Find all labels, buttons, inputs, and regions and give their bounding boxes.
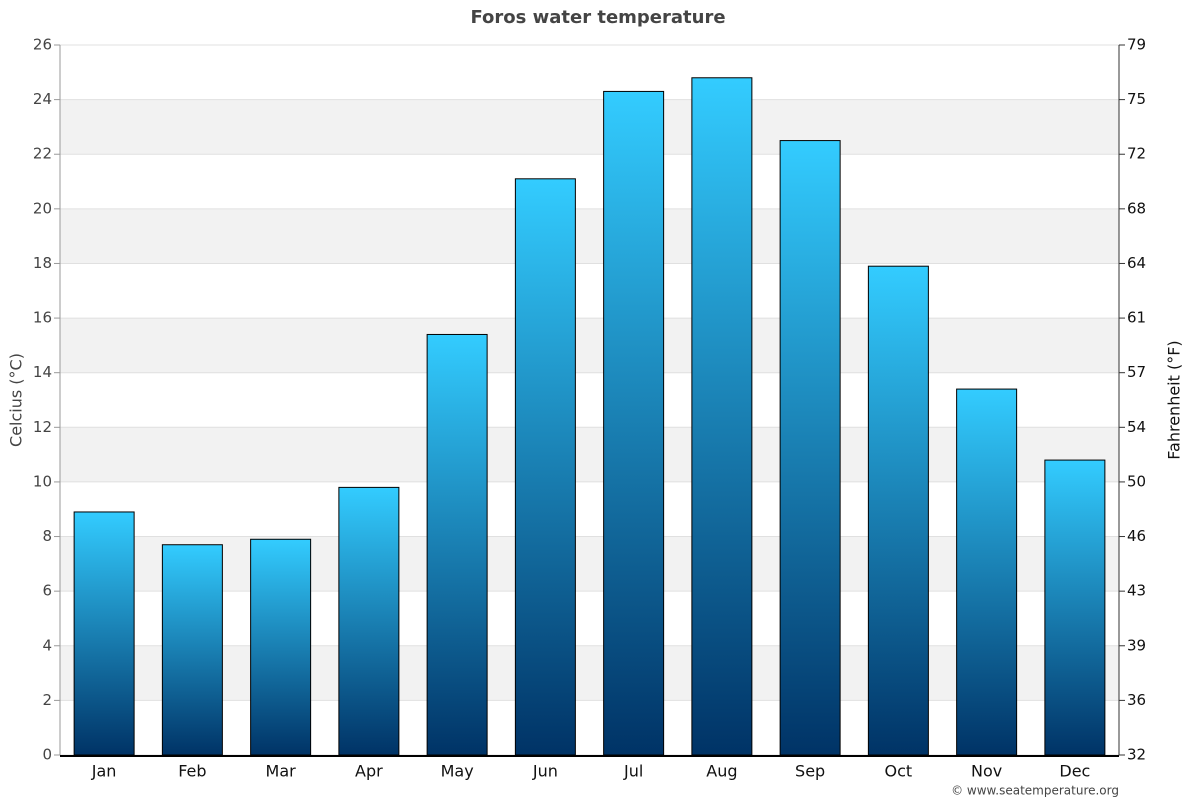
grid-band [60,536,1119,592]
grid-band [60,427,1119,482]
grid-bands [60,99,1119,701]
grid-band [60,99,1119,155]
grid-band [60,318,1119,373]
y2-tick-label: 79 [1127,36,1146,54]
bar [603,90,665,756]
x-tick-label: Jun [532,762,558,781]
bar [779,140,841,756]
bar [161,544,223,756]
y2-tick-label: 68 [1127,199,1146,217]
bar [867,265,929,756]
y-tick-label: 12 [33,418,52,436]
x-tick-label: Apr [355,762,383,781]
x-tick-label: Sep [795,762,825,781]
y-tick-label: 22 [33,145,52,163]
x-tick-label: Aug [706,762,737,781]
y-tick-label: 26 [33,36,52,54]
y-axis-label: Celcius (°C) [7,353,26,447]
y2-tick-label: 54 [1127,418,1146,436]
y-tick-label: 14 [33,363,52,381]
y2-tick-label: 50 [1127,472,1146,490]
y2-axis-label: Fahrenheit (°F) [1165,340,1184,459]
y2-tick-label: 72 [1127,145,1146,163]
y-tick-label: 0 [42,746,52,764]
y-tick-label: 20 [33,199,52,217]
bar [250,538,312,756]
y-tick-label: 24 [33,90,52,108]
bar [956,388,1018,756]
credit: © www.seatemperature.org [951,784,1119,798]
bar [426,333,488,756]
bar [338,486,400,756]
bar [1044,459,1106,756]
grid-band [60,208,1119,264]
y2-tick-label: 64 [1127,254,1146,272]
x-tick-label: Oct [885,762,913,781]
y-tick-label: 10 [33,472,52,490]
y-tick-label: 8 [42,527,52,545]
x-tick-label: May [441,762,474,781]
x-tick-label: Jan [91,762,117,781]
bar [73,511,135,756]
x-tick-label: Feb [178,762,206,781]
x-tick-label: Nov [971,762,1002,781]
y-tick-label: 16 [33,309,52,327]
bar [514,178,576,756]
y-tick-label: 6 [42,582,52,600]
y-tick-label: 4 [42,636,52,654]
y2-tick-label: 57 [1127,363,1146,381]
x-tick-label: Jul [623,762,643,781]
y2-tick-label: 32 [1127,746,1146,764]
y-tick-label: 2 [42,691,52,709]
x-tick-label: Dec [1059,762,1090,781]
y2-tick-label: 61 [1127,309,1146,327]
y2-tick-label: 46 [1127,527,1146,545]
y2-tick-label: 36 [1127,691,1146,709]
y-tick-label: 18 [33,254,52,272]
x-tick-label: Mar [266,762,297,781]
grid-band [60,645,1119,701]
bar [691,77,753,756]
chart-title: Foros water temperature [470,7,725,28]
y2-tick-label: 43 [1127,582,1146,600]
y2-tick-label: 75 [1127,90,1146,108]
y2-tick-label: 39 [1127,636,1146,654]
